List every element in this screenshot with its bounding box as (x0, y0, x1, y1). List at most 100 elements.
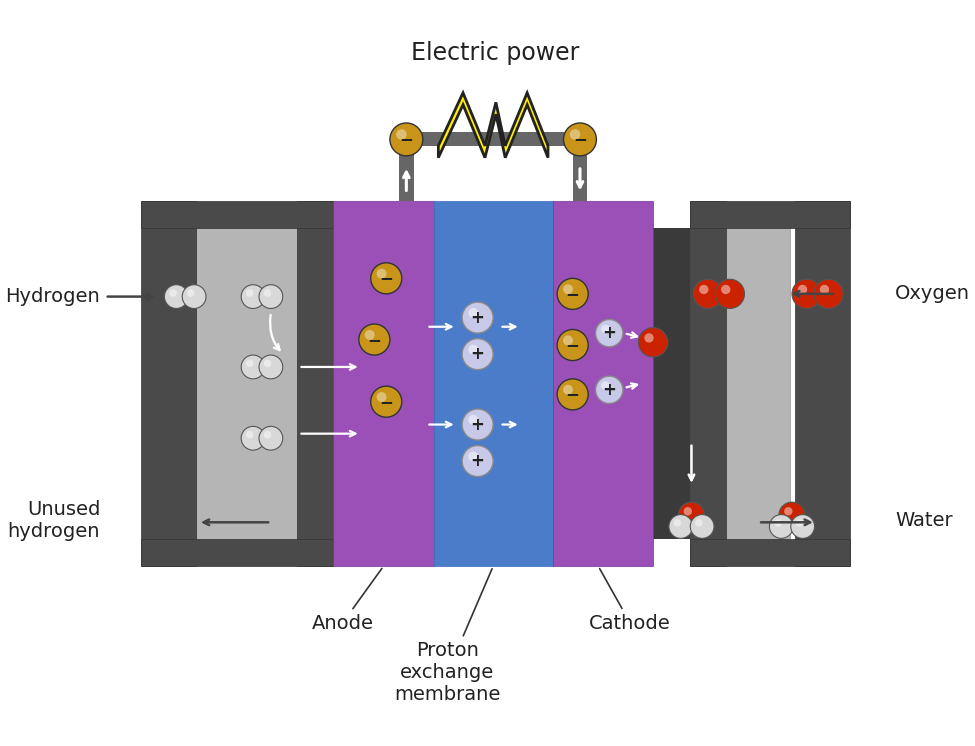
Circle shape (462, 409, 493, 440)
Circle shape (259, 285, 283, 309)
Circle shape (241, 427, 265, 450)
Circle shape (722, 285, 730, 294)
Circle shape (396, 129, 407, 140)
Bar (553, 201, 653, 566)
Circle shape (557, 278, 588, 310)
Circle shape (376, 392, 386, 402)
Text: Water: Water (895, 511, 953, 530)
Circle shape (165, 285, 188, 309)
Circle shape (557, 379, 588, 410)
Text: −: − (379, 392, 393, 411)
Text: +: + (471, 452, 485, 470)
Bar (196, 228, 296, 539)
Circle shape (695, 519, 703, 527)
Circle shape (798, 285, 807, 294)
Circle shape (644, 333, 653, 342)
Bar (399, 132, 413, 201)
Bar (689, 539, 849, 566)
Circle shape (679, 502, 705, 528)
Text: −: − (379, 269, 393, 287)
Circle shape (596, 376, 623, 404)
Circle shape (241, 285, 265, 309)
Circle shape (170, 289, 176, 297)
Text: +: + (603, 380, 616, 399)
Text: −: − (400, 131, 413, 148)
Circle shape (246, 431, 254, 439)
Bar (572, 132, 587, 201)
Text: −: − (566, 336, 579, 354)
Circle shape (259, 427, 283, 450)
Circle shape (376, 269, 386, 279)
Circle shape (690, 515, 714, 539)
Circle shape (564, 123, 597, 156)
Bar (333, 201, 434, 566)
Bar (141, 201, 333, 228)
Circle shape (557, 330, 588, 360)
Circle shape (769, 515, 794, 539)
Circle shape (596, 319, 623, 347)
Circle shape (563, 284, 573, 294)
Text: Unused
hydrogen: Unused hydrogen (8, 500, 100, 541)
Circle shape (779, 502, 805, 528)
Circle shape (639, 327, 668, 357)
Bar (689, 228, 790, 539)
Text: Hydrogen: Hydrogen (6, 287, 100, 306)
Circle shape (820, 285, 829, 294)
Circle shape (182, 285, 206, 309)
Polygon shape (439, 93, 548, 157)
Text: −: − (368, 330, 381, 348)
Circle shape (792, 279, 821, 309)
Text: Cathode: Cathode (589, 568, 671, 633)
Circle shape (699, 285, 709, 294)
Circle shape (674, 519, 682, 527)
Text: −: − (573, 131, 587, 148)
Circle shape (563, 385, 573, 395)
Circle shape (370, 263, 402, 294)
Circle shape (246, 289, 254, 297)
Circle shape (791, 515, 814, 539)
Bar (296, 201, 333, 566)
Bar (141, 201, 196, 566)
Bar (399, 132, 587, 145)
Circle shape (259, 355, 283, 379)
Circle shape (468, 451, 479, 461)
Circle shape (462, 302, 493, 333)
Bar (795, 201, 849, 566)
Circle shape (683, 507, 692, 515)
Text: Electric power: Electric power (410, 40, 579, 65)
Text: +: + (471, 345, 485, 363)
Circle shape (784, 507, 793, 515)
Circle shape (468, 415, 479, 424)
Text: Anode: Anode (311, 568, 382, 633)
Circle shape (187, 289, 195, 297)
Circle shape (241, 355, 265, 379)
Bar (689, 201, 849, 228)
Circle shape (563, 336, 573, 345)
Circle shape (365, 330, 374, 340)
Circle shape (569, 129, 580, 140)
Circle shape (601, 325, 609, 333)
Text: −: − (566, 285, 579, 303)
Circle shape (601, 381, 609, 390)
Bar (141, 539, 333, 566)
Bar (434, 201, 553, 566)
Circle shape (246, 360, 254, 367)
Circle shape (814, 279, 843, 309)
Circle shape (264, 431, 271, 439)
Circle shape (693, 279, 722, 309)
Text: +: + (471, 416, 485, 433)
Circle shape (468, 345, 479, 354)
Text: Proton
exchange
membrane: Proton exchange membrane (394, 568, 500, 704)
Circle shape (774, 519, 782, 527)
Circle shape (462, 339, 493, 370)
Circle shape (359, 324, 390, 355)
Text: Oxygen: Oxygen (895, 284, 970, 304)
Circle shape (669, 515, 692, 539)
Circle shape (462, 445, 493, 477)
Text: +: + (603, 325, 616, 342)
Circle shape (716, 279, 745, 309)
Circle shape (390, 123, 423, 156)
Bar (689, 201, 726, 566)
Text: +: + (471, 309, 485, 327)
Circle shape (468, 308, 479, 318)
